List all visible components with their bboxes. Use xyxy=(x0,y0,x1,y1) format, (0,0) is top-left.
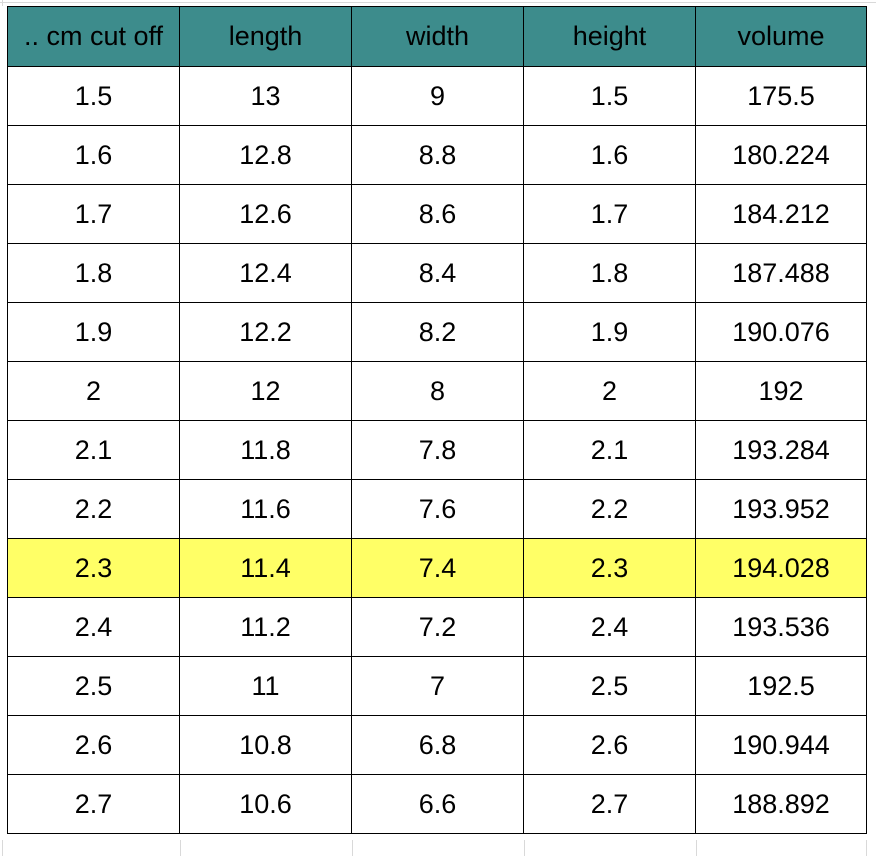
table-cell[interactable]: 190.076 xyxy=(695,302,867,362)
table-row: 2.6 10.8 6.8 2.6 190.944 xyxy=(7,715,867,775)
table-cell[interactable]: 192.5 xyxy=(695,656,867,716)
table-cell[interactable]: 1.6 xyxy=(7,125,180,185)
table-cell[interactable]: 12.2 xyxy=(179,302,352,362)
table-row: 2.7 10.6 6.6 2.7 188.892 xyxy=(7,774,867,834)
table-cell[interactable]: 188.892 xyxy=(695,774,867,834)
table-cell[interactable]: 11.6 xyxy=(179,479,352,539)
table-cell[interactable]: 1.9 xyxy=(523,302,696,362)
header-cell-length[interactable]: length xyxy=(179,6,352,67)
table-cell[interactable]: 2.1 xyxy=(7,420,180,480)
table-cell[interactable]: 10.6 xyxy=(179,774,352,834)
table-cell[interactable]: 2.5 xyxy=(523,656,696,716)
gridline xyxy=(2,0,3,6)
table-cell[interactable]: 192 xyxy=(695,361,867,421)
table-cell[interactable]: 12.4 xyxy=(179,243,352,303)
table-cell[interactable]: 2.4 xyxy=(523,597,696,657)
table-row: 2.1 11.8 7.8 2.1 193.284 xyxy=(7,420,867,480)
table-cell[interactable]: 8.2 xyxy=(351,302,524,362)
table-cell[interactable]: 187.488 xyxy=(695,243,867,303)
gridline xyxy=(2,840,3,856)
table-cell[interactable]: 8 xyxy=(351,361,524,421)
table-cell[interactable]: 1.5 xyxy=(7,66,180,126)
table-row: 2.2 11.6 7.6 2.2 193.952 xyxy=(7,479,867,539)
table-cell[interactable]: 1.7 xyxy=(523,184,696,244)
table-cell[interactable]: 8.4 xyxy=(351,243,524,303)
table-cell[interactable]: 194.028 xyxy=(695,538,867,598)
table-cell[interactable]: 2.2 xyxy=(523,479,696,539)
table-cell[interactable]: 12 xyxy=(179,361,352,421)
table-cell[interactable]: 11.2 xyxy=(179,597,352,657)
header-cell-width[interactable]: width xyxy=(351,6,524,67)
table-cell[interactable]: 2.7 xyxy=(523,774,696,834)
table-cell[interactable]: 10.8 xyxy=(179,715,352,775)
table-cell[interactable]: 190.944 xyxy=(695,715,867,775)
table-cell[interactable]: 12.6 xyxy=(179,184,352,244)
gridline xyxy=(0,2,876,3)
table-row: 2.4 11.2 7.2 2.4 193.536 xyxy=(7,597,867,657)
table-row: 1.6 12.8 8.8 1.6 180.224 xyxy=(7,125,867,185)
gridline xyxy=(866,840,867,856)
table-cell[interactable]: 7.6 xyxy=(351,479,524,539)
gridline xyxy=(180,840,181,856)
table-cell[interactable]: 2.3 xyxy=(7,538,180,598)
table-row-highlighted: 2.3 11.4 7.4 2.3 194.028 xyxy=(7,538,867,598)
table-cell[interactable]: 1.9 xyxy=(7,302,180,362)
table-cell[interactable]: 11.8 xyxy=(179,420,352,480)
table-cell[interactable]: 184.212 xyxy=(695,184,867,244)
table-cell[interactable]: 7.4 xyxy=(351,538,524,598)
table-cell[interactable]: 1.8 xyxy=(523,243,696,303)
table-cell[interactable]: 11.4 xyxy=(179,538,352,598)
table-cell[interactable]: 9 xyxy=(351,66,524,126)
table-cell[interactable]: 7 xyxy=(351,656,524,716)
table-cell[interactable]: 2.7 xyxy=(7,774,180,834)
table-cell[interactable]: 2.6 xyxy=(523,715,696,775)
header-cell-cut-off[interactable]: .. cm cut off xyxy=(7,6,180,67)
table-row: 2 12 8 2 192 xyxy=(7,361,867,421)
header-cell-volume[interactable]: volume xyxy=(695,6,867,67)
table-cell[interactable]: 2.6 xyxy=(7,715,180,775)
header-row: .. cm cut off length width height volume xyxy=(7,6,867,67)
header-cell-height[interactable]: height xyxy=(523,6,696,67)
table-cell[interactable]: 7.2 xyxy=(351,597,524,657)
table-cell[interactable]: 6.8 xyxy=(351,715,524,775)
data-table: .. cm cut off length width height volume… xyxy=(7,6,867,834)
table-cell[interactable]: 1.6 xyxy=(523,125,696,185)
table-row: 1.5 13 9 1.5 175.5 xyxy=(7,66,867,126)
table-cell[interactable]: 2.4 xyxy=(7,597,180,657)
table-row: 1.7 12.6 8.6 1.7 184.212 xyxy=(7,184,867,244)
table-cell[interactable]: 12.8 xyxy=(179,125,352,185)
table-cell[interactable]: 1.7 xyxy=(7,184,180,244)
table-row: 1.9 12.2 8.2 1.9 190.076 xyxy=(7,302,867,362)
table-cell[interactable]: 2.2 xyxy=(7,479,180,539)
table-cell[interactable]: 1.5 xyxy=(523,66,696,126)
table-cell[interactable]: 2.1 xyxy=(523,420,696,480)
table-cell[interactable]: 2 xyxy=(7,361,180,421)
table-cell[interactable]: 2 xyxy=(523,361,696,421)
table-cell[interactable]: 6.6 xyxy=(351,774,524,834)
gridline xyxy=(696,840,697,856)
table-cell[interactable]: 8.6 xyxy=(351,184,524,244)
table-cell[interactable]: 7.8 xyxy=(351,420,524,480)
table-row: 1.8 12.4 8.4 1.8 187.488 xyxy=(7,243,867,303)
table-cell[interactable]: 2.3 xyxy=(523,538,696,598)
table-row: 2.5 11 7 2.5 192.5 xyxy=(7,656,867,716)
gridline xyxy=(352,840,353,856)
table-cell[interactable]: 13 xyxy=(179,66,352,126)
table-cell[interactable]: 180.224 xyxy=(695,125,867,185)
table-cell[interactable]: 175.5 xyxy=(695,66,867,126)
table-cell[interactable]: 1.8 xyxy=(7,243,180,303)
table-cell[interactable]: 8.8 xyxy=(351,125,524,185)
table-cell[interactable]: 2.5 xyxy=(7,656,180,716)
table-cell[interactable]: 193.284 xyxy=(695,420,867,480)
table-cell[interactable]: 193.536 xyxy=(695,597,867,657)
table-cell[interactable]: 11 xyxy=(179,656,352,716)
gridline xyxy=(524,840,525,856)
table-cell[interactable]: 193.952 xyxy=(695,479,867,539)
